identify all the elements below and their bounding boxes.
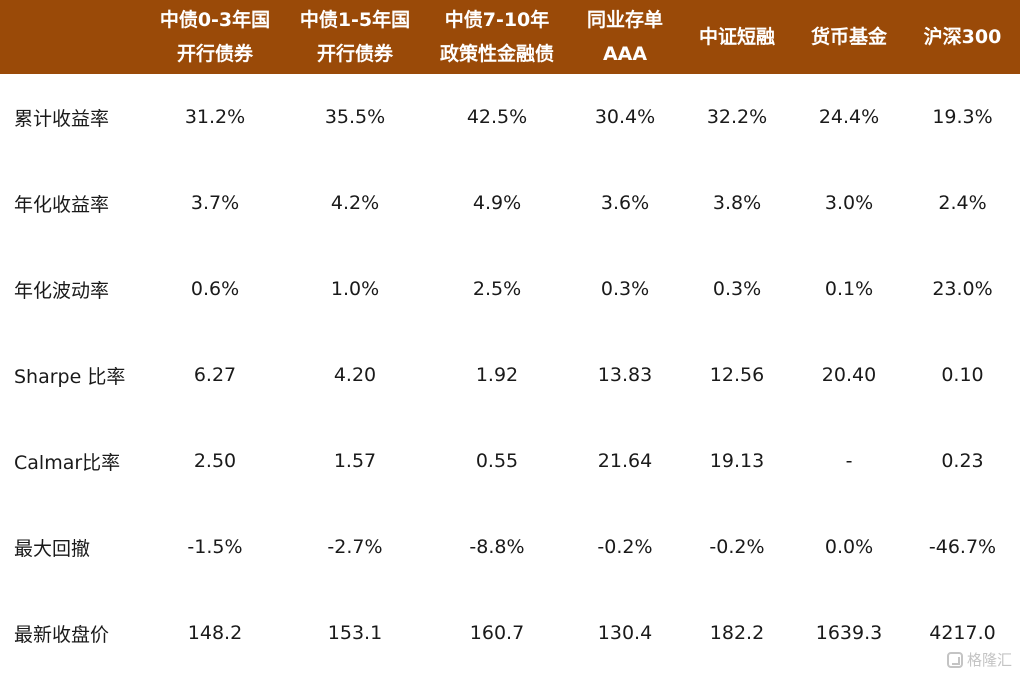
row-label: Calmar比率 [14,451,121,474]
gelonghui-logo-icon [946,651,963,668]
table-cell: 30.4% [594,106,656,128]
table-row: 年化波动率 0.6% 1.0% 2.5% 0.3% 0.3% 0.1% 23.0… [0,246,1020,332]
table-cell: 0.1% [824,278,874,300]
table-cell: 24.4% [818,106,880,128]
header-csi300: 沪深300 [905,0,1020,74]
table-cell: -2.7% [327,536,383,558]
header-line: 政策性金融债 [439,43,554,65]
table-row: 最大回撤 -1.5% -2.7% -8.8% -0.2% -0.2% 0.0% … [0,504,1020,590]
header-cdb-1-5y: 中债1-5年国 开行债券 [285,0,425,74]
header-line: 同业存单 [586,9,663,31]
table-cell: 130.4 [597,622,653,644]
watermark: 格隆汇 [946,649,1012,670]
table-cell: 19.13 [709,450,765,472]
table-row: 年化收益率 3.7% 4.2% 4.9% 3.6% 3.8% 3.0% 2.4% [0,160,1020,246]
table-row: Calmar比率 2.50 1.57 0.55 21.64 19.13 - 0.… [0,418,1020,504]
header-line: 中债0-3年国 [159,9,271,31]
header-line: 中债7-10年 [444,9,550,31]
header-line: 开行债券 [176,43,253,65]
table-cell: 0.6% [190,278,240,300]
table-cell: 0.23 [941,450,984,472]
table-cell: -0.2% [597,536,653,558]
table-cell: 0.3% [600,278,650,300]
table-row: 最新收盘价 148.2 153.1 160.7 130.4 182.2 1639… [0,590,1020,676]
table-cell: 6.27 [193,364,237,386]
header-cdb-0-3y: 中债0-3年国 开行债券 [145,0,285,74]
row-label: 累计收益率 [14,107,110,130]
table-cell: -8.8% [469,536,525,558]
table-cell: 1.0% [330,278,380,300]
table-cell: 3.0% [824,192,874,214]
table-cell: - [845,450,853,472]
header-line: 开行债券 [316,43,393,65]
table-cell: 148.2 [187,622,243,644]
table-cell: 4.20 [333,364,377,386]
header-money-fund: 货币基金 [793,0,905,74]
row-label: 最大回撤 [14,537,91,560]
table-cell: -0.2% [709,536,765,558]
table-cell: 3.8% [712,192,762,214]
table-cell: 2.50 [193,450,237,472]
header-line: AAA [602,43,648,65]
table-cell: 1639.3 [815,622,883,644]
header-short-financing: 中证短融 [681,0,793,74]
table-cell: 0.55 [475,450,519,472]
table-cell: 1.57 [333,450,377,472]
table-cell: 35.5% [324,106,386,128]
table-cell: 13.83 [597,364,653,386]
table-cell: -1.5% [187,536,243,558]
table-cell: 21.64 [597,450,653,472]
header-line: 中债1-5年国 [299,9,411,31]
table-cell: 2.5% [472,278,522,300]
table-cell: 12.56 [709,364,765,386]
header-row: 中债0-3年国 开行债券 中债1-5年国 开行债券 中债7-10年 政策性金融债… [0,0,1020,74]
table-cell: 0.0% [824,536,874,558]
table-cell: 2.4% [938,192,987,214]
header-corner [0,0,145,74]
header-policy-7-10y: 中债7-10年 政策性金融债 [425,0,569,74]
table-cell: 4.9% [472,192,522,214]
table-cell: 1.92 [475,364,519,386]
table-cell: 182.2 [709,622,765,644]
table-cell: 32.2% [706,106,768,128]
header-line: 货币基金 [810,26,887,48]
row-label: 年化波动率 [14,279,110,302]
row-label: 最新收盘价 [14,623,110,646]
table-cell: 42.5% [466,106,528,128]
table-cell: 160.7 [469,622,525,644]
table-cell: -46.7% [928,536,997,558]
table-cell: 0.10 [941,364,984,386]
table-cell: 31.2% [184,106,246,128]
header-line: 中证短融 [698,26,775,48]
table-cell: 0.3% [712,278,762,300]
table-cell: 4217.0 [929,622,996,644]
table-row: Sharpe 比率 6.27 4.20 1.92 13.83 12.56 20.… [0,332,1020,418]
table-cell: 23.0% [932,278,993,300]
table-cell: 20.40 [821,364,877,386]
table-cell: 153.1 [327,622,383,644]
header-line: 沪深300 [923,26,1002,48]
header-ncd-aaa: 同业存单 AAA [569,0,681,74]
table-row: 累计收益率 31.2% 35.5% 42.5% 30.4% 32.2% 24.4… [0,74,1020,160]
row-label: Sharpe 比率 [14,365,126,388]
table-cell: 19.3% [932,106,993,128]
table-cell: 3.7% [190,192,240,214]
watermark-text: 格隆汇 [966,651,1012,669]
table-cell: 4.2% [330,192,380,214]
row-label: 年化收益率 [14,193,110,216]
table-cell: 3.6% [600,192,650,214]
